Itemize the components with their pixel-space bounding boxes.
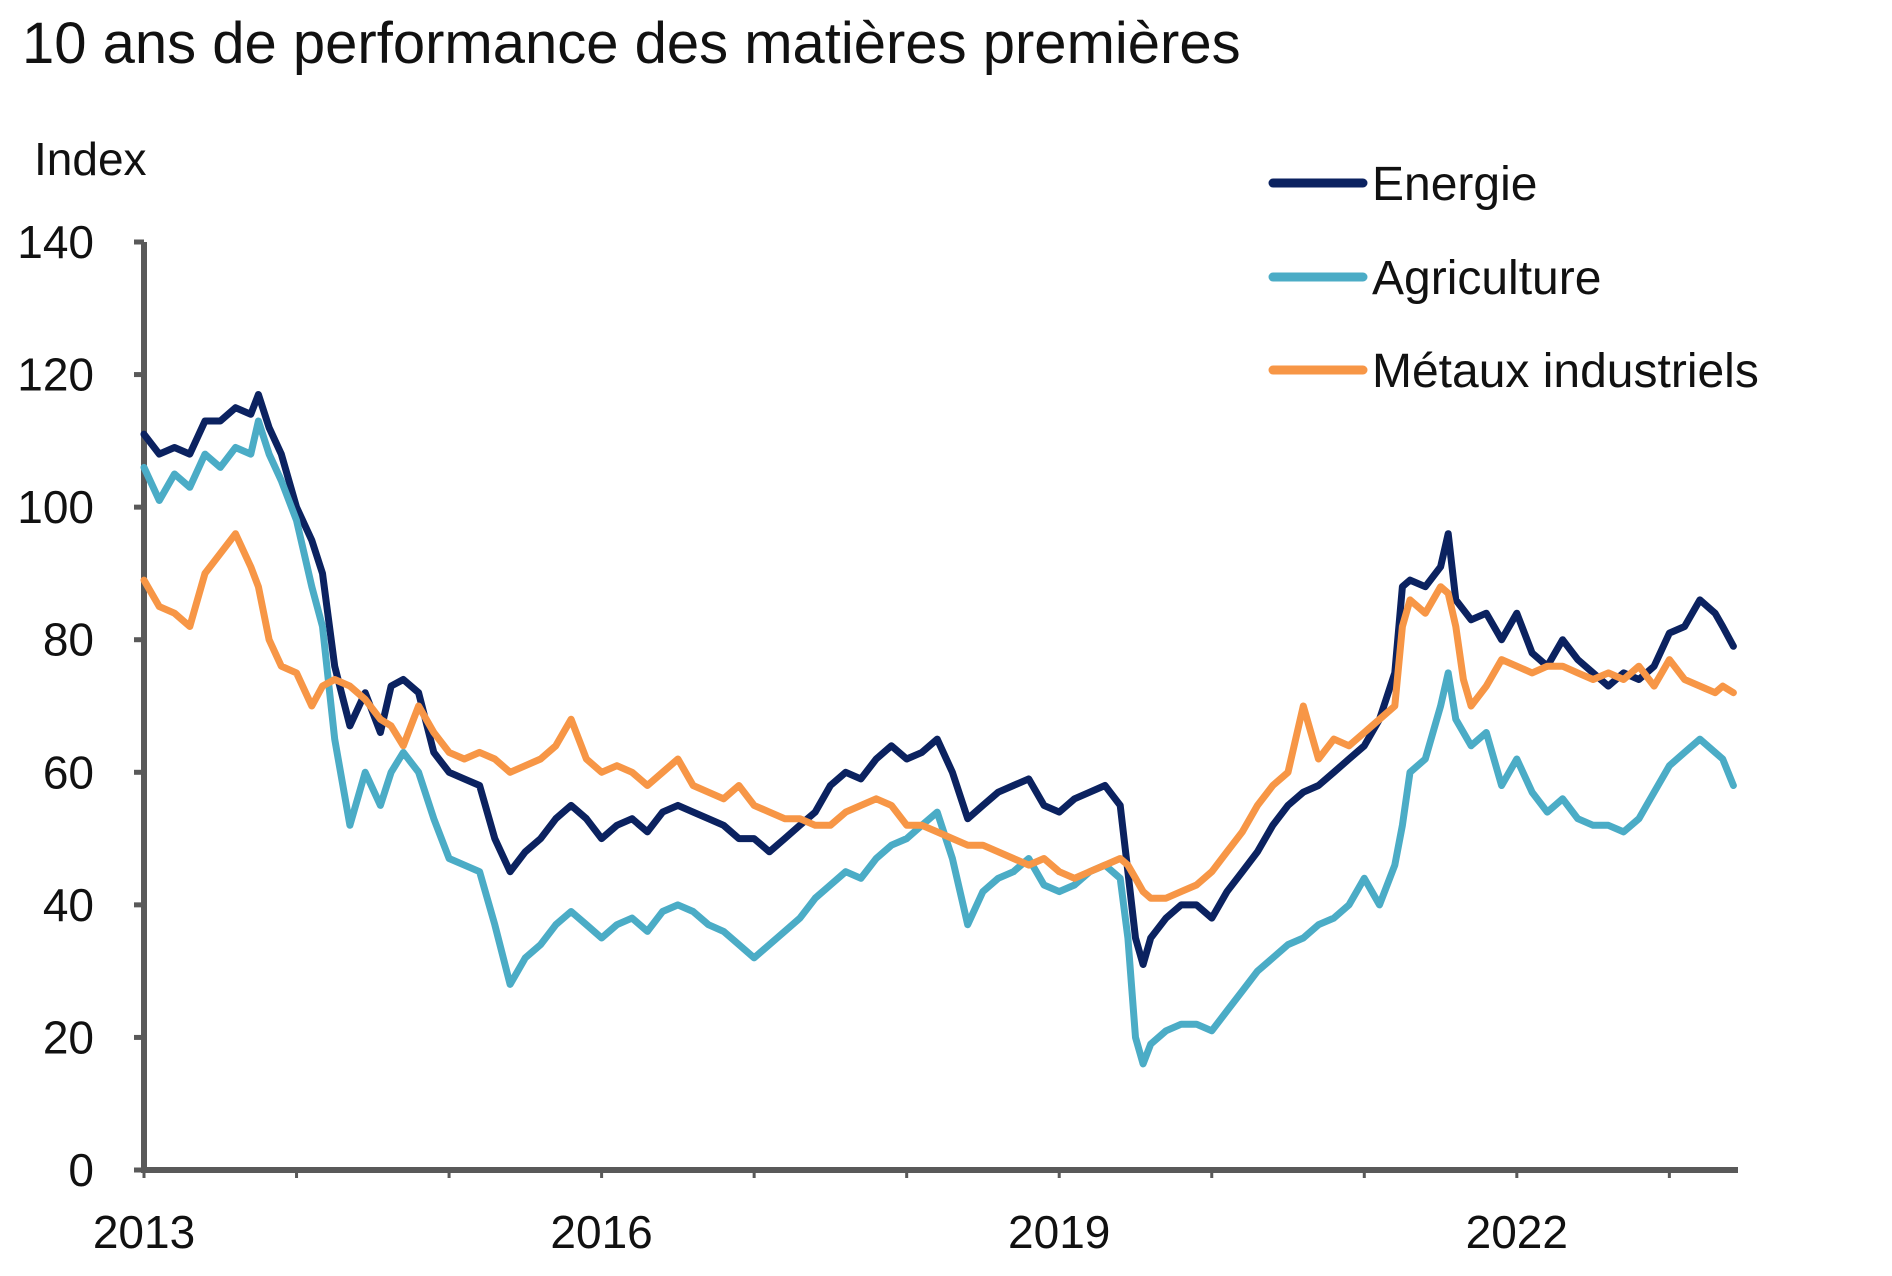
series-line-3 bbox=[140, 530, 1737, 902]
y-tick-label: 140 bbox=[17, 216, 94, 268]
y-axis-title: Index bbox=[34, 133, 147, 185]
chart-title: 10 ans de performance des matières premi… bbox=[22, 11, 1241, 76]
series-line-1 bbox=[140, 391, 1737, 968]
x-tick-label: 2013 bbox=[93, 1206, 195, 1258]
y-axis: Index 0 20 40 60 80 100 120 140 bbox=[17, 133, 147, 1196]
x-axis: 2013 2016 2019 2022 bbox=[93, 1167, 1738, 1258]
y-tick-label: 120 bbox=[17, 349, 94, 401]
legend-label: Métaux industriels bbox=[1372, 345, 1759, 398]
y-tick-label: 40 bbox=[43, 879, 94, 931]
y-tick-label: 0 bbox=[68, 1144, 94, 1196]
y-tick-label: 100 bbox=[17, 481, 94, 533]
series-line-2 bbox=[140, 417, 1737, 1068]
legend-label: Energie bbox=[1372, 158, 1537, 211]
legend: Energie Agriculture Métaux industriels bbox=[1268, 158, 1759, 398]
y-tick-label: 80 bbox=[43, 614, 94, 666]
legend-label: Agriculture bbox=[1372, 252, 1601, 305]
y-tick-label: 20 bbox=[43, 1011, 94, 1063]
x-tick-label: 2019 bbox=[1008, 1206, 1110, 1258]
x-tick-label: 2022 bbox=[1466, 1206, 1568, 1258]
x-tick-label: 2016 bbox=[550, 1206, 652, 1258]
plot-lines bbox=[140, 391, 1737, 1068]
y-tick-label: 60 bbox=[43, 746, 94, 798]
